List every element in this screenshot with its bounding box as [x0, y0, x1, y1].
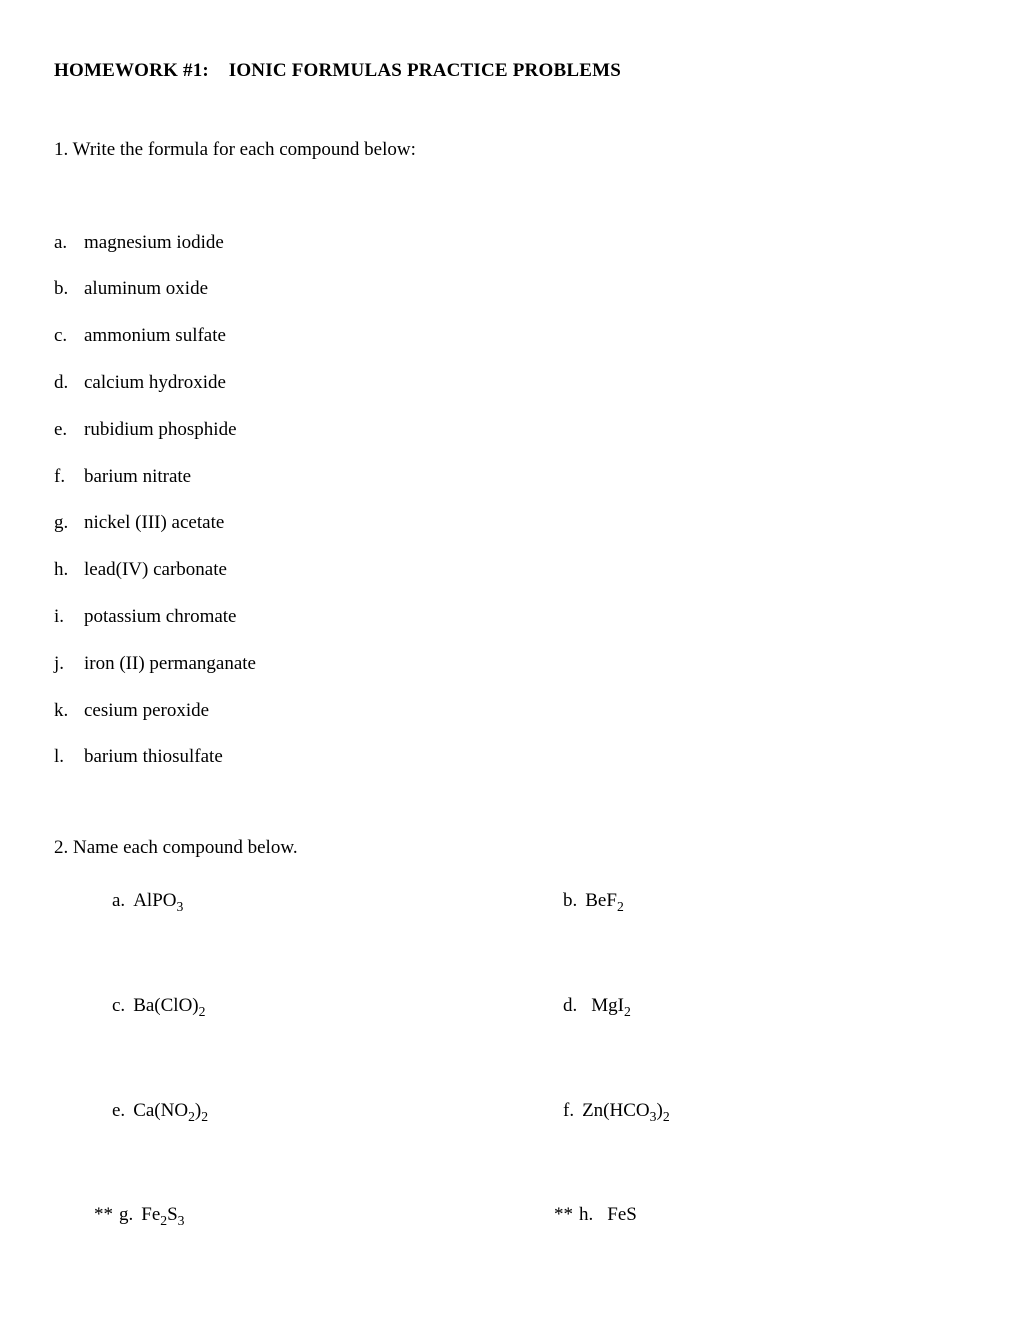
item-label: c. — [54, 325, 84, 348]
item-text: calcium hydroxide — [84, 372, 226, 395]
item-label: f. — [563, 1100, 574, 1123]
q2-cell: d. MgI2 — [539, 995, 966, 1018]
title-part2: IONIC FORMULAS PRACTICE PROBLEMS — [229, 60, 621, 81]
item-text: ammonium sulfate — [84, 325, 226, 348]
item-text: lead(IV) carbonate — [84, 559, 227, 582]
item-label: i. — [54, 606, 84, 629]
item-text: nickel (III) acetate — [84, 512, 224, 535]
q2-cell: c. Ba(ClO)2 — [112, 995, 539, 1018]
item-label: b. — [563, 890, 577, 913]
item-prefix: ** — [554, 1204, 573, 1227]
item-label: e. — [112, 1100, 125, 1123]
item-text: cesium peroxide — [84, 700, 209, 723]
item-label: a. — [54, 232, 84, 255]
item-label: f. — [54, 466, 84, 489]
q2-row: e. Ca(NO2)2 f. Zn(HCO3)2 — [112, 1100, 966, 1123]
q2-cell: f. Zn(HCO3)2 — [539, 1100, 966, 1123]
item-text: iron (II) permanganate — [84, 653, 256, 676]
item-prefix: ** — [94, 1204, 113, 1227]
list-item: f.barium nitrate — [54, 466, 966, 489]
item-label: d. — [563, 995, 577, 1018]
item-text: aluminum oxide — [84, 278, 208, 301]
list-item: j. iron (II) permanganate — [54, 653, 966, 676]
q2-prompt: 2. Name each compound below. — [54, 837, 966, 860]
q1-list: a.magnesium iodide b.aluminum oxide c.am… — [54, 232, 966, 770]
item-label: c. — [112, 995, 125, 1018]
list-item: e.rubidium phosphide — [54, 419, 966, 442]
item-label: a. — [112, 890, 125, 913]
q2-cell: a. AlPO3 — [112, 890, 539, 913]
list-item: b.aluminum oxide — [54, 278, 966, 301]
item-label: h. — [54, 559, 84, 582]
formula: Fe2S3 — [141, 1204, 184, 1227]
list-item: c.ammonium sulfate — [54, 325, 966, 348]
q2-row: a. AlPO3 b. BeF2 — [112, 890, 966, 913]
list-item: a.magnesium iodide — [54, 232, 966, 255]
item-label: d. — [54, 372, 84, 395]
formula: Zn(HCO3)2 — [582, 1100, 670, 1123]
item-text: potassium chromate — [84, 606, 237, 629]
q2-cell: b. BeF2 — [539, 890, 966, 913]
question-2: 2. Name each compound below. a. AlPO3 b.… — [54, 837, 966, 1227]
item-label: k. — [54, 700, 84, 723]
item-text: magnesium iodide — [84, 232, 224, 255]
title-part1: HOMEWORK #1: — [54, 60, 209, 81]
q2-cell: e. Ca(NO2)2 — [112, 1100, 539, 1123]
q2-cell: ** g. Fe2S3 — [94, 1204, 530, 1227]
q1-prompt: 1. Write the formula for each compound b… — [54, 139, 966, 162]
formula: BeF2 — [585, 890, 624, 913]
item-label: l. — [54, 746, 84, 769]
formula: Ba(ClO)2 — [133, 995, 205, 1018]
formula: Ca(NO2)2 — [133, 1100, 208, 1123]
item-label: g. — [54, 512, 84, 535]
list-item: d.calcium hydroxide — [54, 372, 966, 395]
item-text: barium nitrate — [84, 466, 191, 489]
q2-cell: ** h. FeS — [530, 1204, 966, 1227]
item-label: g. — [119, 1204, 133, 1227]
page-title: HOMEWORK #1: IONIC FORMULAS PRACTICE PRO… — [54, 60, 966, 83]
item-text: rubidium phosphide — [84, 419, 237, 442]
q2-grid: a. AlPO3 b. BeF2 c. Ba(ClO)2 d. MgI2 e. … — [54, 890, 966, 1227]
item-label: h. — [579, 1204, 593, 1227]
formula: FeS — [607, 1204, 637, 1227]
list-item: g.nickel (III) acetate — [54, 512, 966, 535]
list-item: i. potassium chromate — [54, 606, 966, 629]
formula: MgI2 — [591, 995, 631, 1018]
formula: AlPO3 — [133, 890, 183, 913]
list-item: h. lead(IV) carbonate — [54, 559, 966, 582]
q2-row: c. Ba(ClO)2 d. MgI2 — [112, 995, 966, 1018]
q2-row: ** g. Fe2S3 ** h. FeS — [94, 1204, 966, 1227]
list-item: l. barium thiosulfate — [54, 746, 966, 769]
item-text: barium thiosulfate — [84, 746, 223, 769]
item-label: b. — [54, 278, 84, 301]
question-1: 1. Write the formula for each compound b… — [54, 139, 966, 769]
list-item: k. cesium peroxide — [54, 700, 966, 723]
item-label: e. — [54, 419, 84, 442]
item-label: j. — [54, 653, 84, 676]
